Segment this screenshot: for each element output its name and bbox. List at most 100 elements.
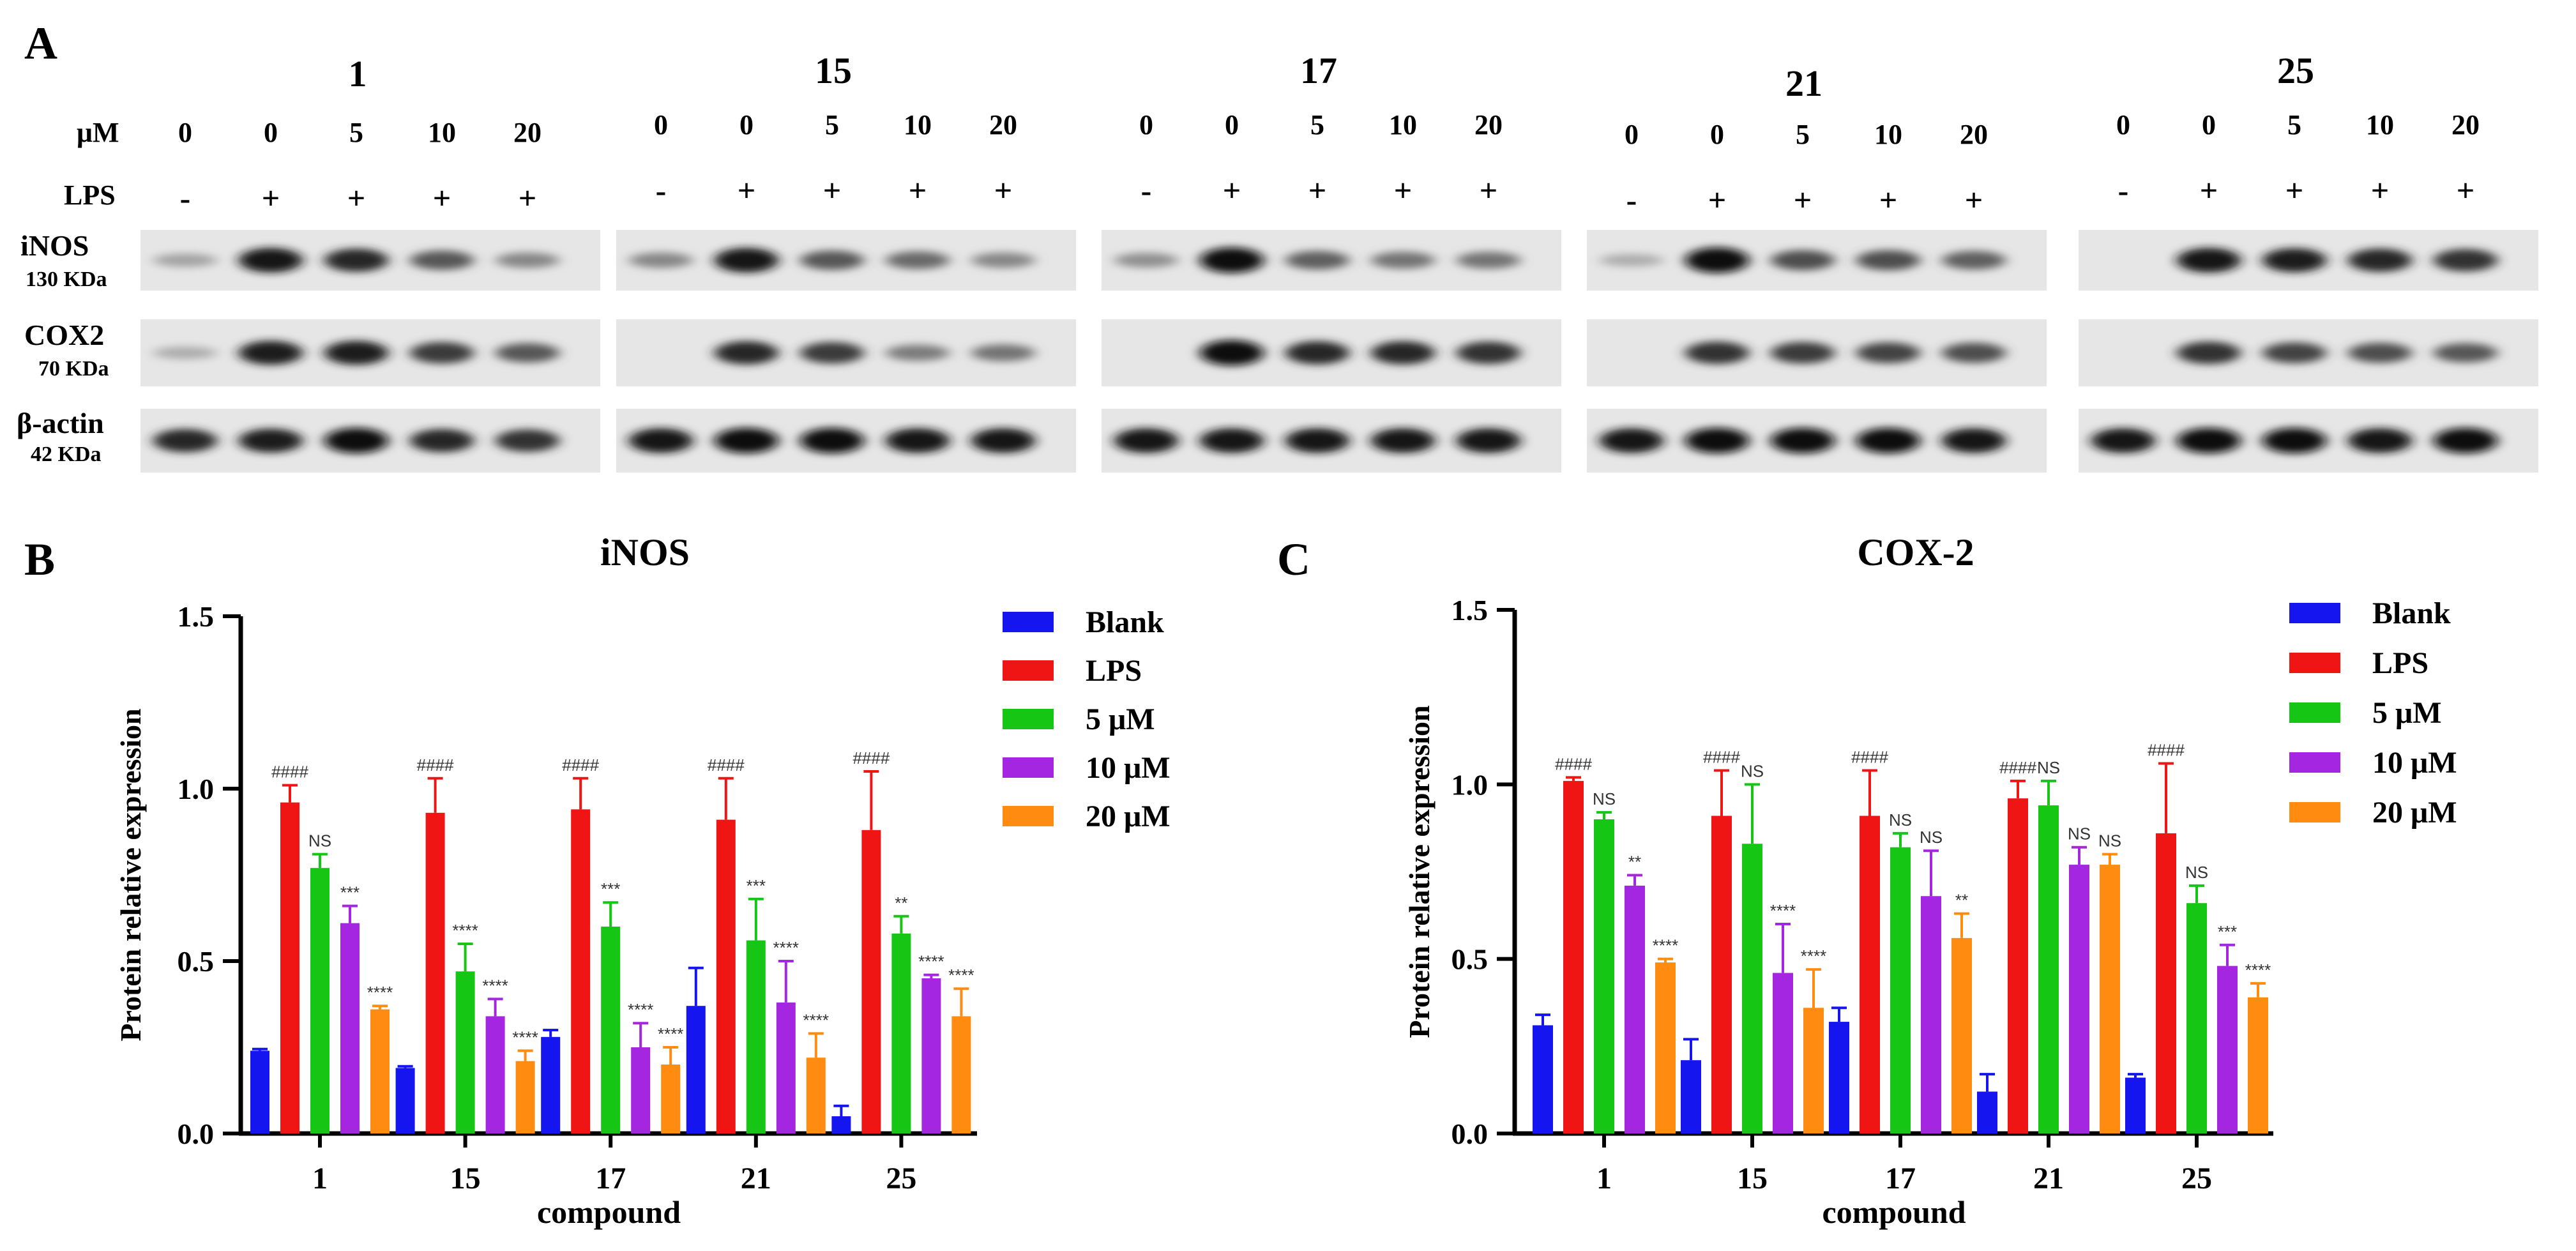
legend-label: 5 μM <box>2372 696 2442 730</box>
cox2-bar-chart: COX-2 Protein relative expression 0.0 0.5 1.… <box>1403 531 2457 1230</box>
blot-lps-label: + <box>2285 172 2304 208</box>
bar <box>1773 973 1793 1133</box>
x-tick-label: 17 <box>595 1162 626 1195</box>
blot-band-inos <box>971 252 1035 268</box>
blot-band-inos <box>239 248 303 273</box>
blot-row-label-lps: LPS <box>64 179 116 211</box>
blot-band-actin <box>1685 428 1749 453</box>
bar <box>571 809 591 1133</box>
significance-label: #### <box>1555 754 1592 773</box>
significance-label: *** <box>340 883 360 902</box>
x-tick-label: 1 <box>1596 1162 1612 1195</box>
blot-band-inos <box>324 248 388 272</box>
blot-band-inos <box>1600 254 1663 267</box>
bar <box>455 971 475 1133</box>
significance-label: NS <box>1889 810 1912 830</box>
blot-dose-label: 10 <box>428 117 456 148</box>
blot-dose-label: 0 <box>1139 109 1153 140</box>
bar <box>1655 962 1676 1133</box>
significance-label: *** <box>601 879 620 898</box>
y-tick-label: 1.5 <box>1451 594 1489 626</box>
x-tick-label: 15 <box>1737 1162 1768 1195</box>
significance-label: **** <box>512 1027 538 1047</box>
blot-band-actin <box>886 428 950 453</box>
significance-label: NS <box>1593 789 1616 808</box>
blot-band-inos <box>2262 248 2326 273</box>
blot-dose-label: 0 <box>264 117 278 148</box>
bar <box>1977 1091 1997 1133</box>
blot-lps-label: + <box>1965 182 1983 218</box>
legend-swatch <box>2289 653 2340 673</box>
blot-band-actin <box>715 428 778 453</box>
legend-swatch <box>2289 802 2340 823</box>
x-tick-label: 25 <box>2181 1162 2212 1195</box>
blot-compound-label: 15 <box>815 50 852 91</box>
bar <box>746 940 766 1133</box>
western-blot-panels: 10-0+5+10+20+150-0+5+10+20+170-0+5+10+20… <box>140 50 2538 473</box>
y-tick-label: 0.5 <box>178 945 215 978</box>
bar <box>310 868 330 1133</box>
significance-label: #### <box>562 755 599 775</box>
blot-lps-label: + <box>433 180 451 216</box>
legend-swatch <box>1003 806 1054 826</box>
blot-dose-label: 0 <box>739 109 754 140</box>
protein-label-actin: β-actin <box>17 407 104 439</box>
blot-dose-label: 5 <box>2287 109 2301 140</box>
blot-band-inos <box>1285 250 1349 270</box>
blot-band-cox2 <box>1371 341 1435 365</box>
bar <box>2008 798 2028 1133</box>
blot-band-inos <box>1856 250 1920 271</box>
blot-dose-label: 20 <box>989 109 1017 140</box>
legend-swatch <box>1003 612 1054 632</box>
blot-band-actin <box>2091 428 2155 453</box>
blot-lps-label: + <box>519 180 537 216</box>
bar <box>1860 815 1880 1133</box>
blot-lps-label: + <box>1879 182 1898 218</box>
legend-label: 5 μM <box>1086 702 1155 736</box>
bar <box>485 1016 505 1133</box>
bar <box>250 1050 269 1133</box>
y-tick-label: 1.0 <box>1451 768 1489 801</box>
significance-label: ** <box>1628 852 1641 871</box>
blot-dose-label: 20 <box>1960 119 1988 150</box>
blot-band-inos <box>496 252 559 268</box>
blot-lps-label: - <box>1141 172 1152 208</box>
blot-band-cox2 <box>2262 342 2326 363</box>
y-tick-label: 0.5 <box>1451 943 1489 976</box>
y-tick-label: 1.0 <box>178 773 215 805</box>
significance-label: **** <box>2245 960 2271 980</box>
blot-band-cox2 <box>800 342 864 364</box>
blot-band-cox2 <box>496 343 559 363</box>
legend-label: 20 μM <box>1086 800 1171 833</box>
blot-band-cox2 <box>153 346 217 360</box>
blot-band-cox2 <box>2177 341 2241 365</box>
blot-dose-label: 0 <box>654 109 668 140</box>
blot-lps-label: + <box>823 172 842 208</box>
significance-label: **** <box>1770 901 1796 920</box>
blot-compound-label: 21 <box>1785 63 1822 104</box>
blot-band-actin <box>629 428 693 453</box>
significance-label: **** <box>628 1000 653 1019</box>
legend-swatch <box>2289 603 2340 623</box>
blot-band-cox2 <box>1457 341 1520 365</box>
blot-band-actin <box>1856 428 1920 453</box>
blot-band-actin <box>2434 428 2497 453</box>
blot-dose-label: 20 <box>513 117 542 148</box>
bar <box>280 802 299 1133</box>
bar <box>951 1016 971 1133</box>
bar <box>1594 819 1614 1133</box>
blot-band-cox2 <box>971 344 1035 361</box>
blot-band-actin <box>1200 428 1264 453</box>
blot-band-actin <box>1114 428 1178 453</box>
blot-band-cox2 <box>1942 342 2006 363</box>
bar <box>515 1061 535 1133</box>
significance-label: ** <box>1955 891 1968 910</box>
blot-lps-label: + <box>1480 172 1498 208</box>
bar <box>661 1065 681 1133</box>
blot-lps-label: + <box>909 172 927 208</box>
bar <box>541 1036 561 1133</box>
bar <box>2248 997 2268 1133</box>
blot-band-inos <box>1942 250 2006 270</box>
significance-label: #### <box>417 755 454 775</box>
